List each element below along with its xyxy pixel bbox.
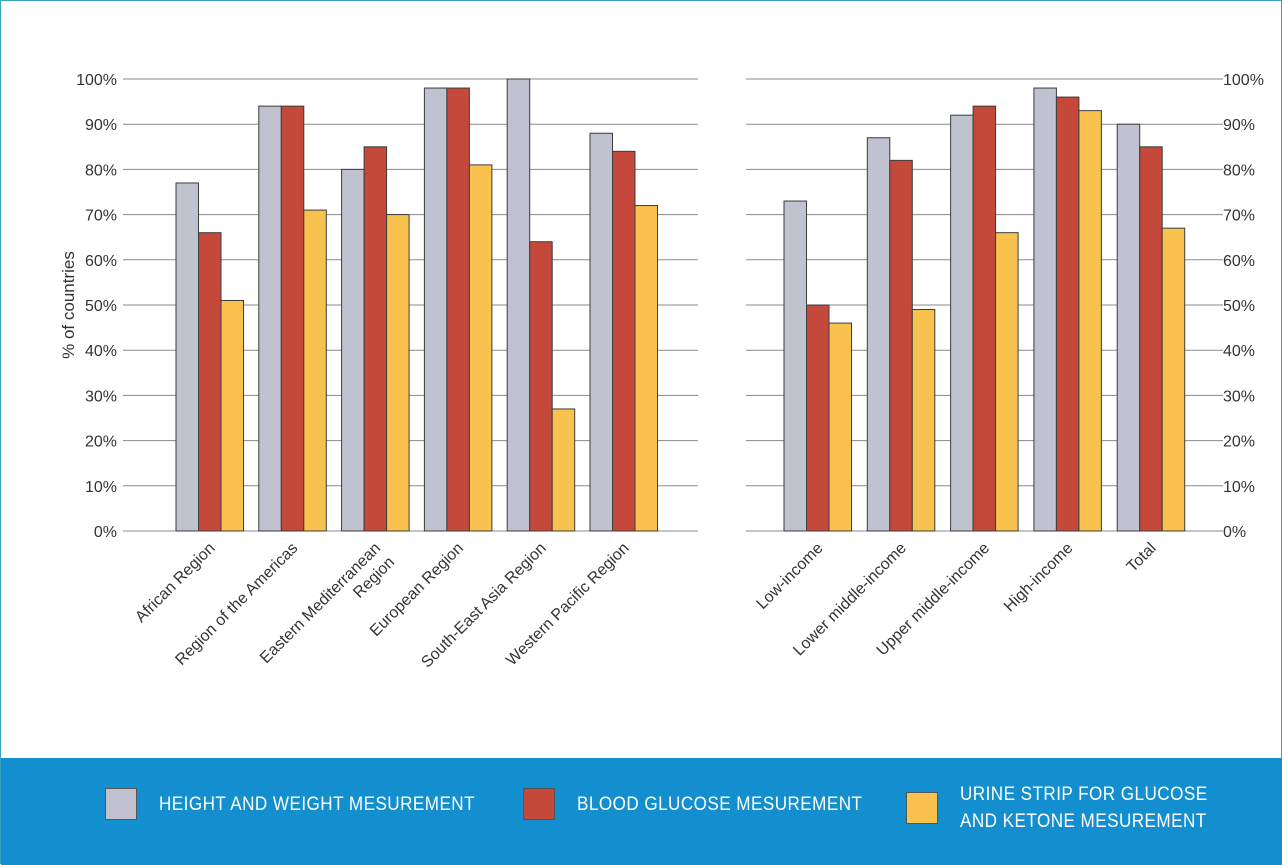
legend-label-line: Blood glucose mesurement xyxy=(577,793,863,815)
bar xyxy=(280,105,305,532)
legend-item-height-weight: Height and weight mesurement xyxy=(105,788,510,820)
bar xyxy=(1055,96,1080,532)
legend-swatch-blood-glucose xyxy=(523,788,555,820)
legend-swatch-urine-strip xyxy=(906,792,938,824)
bar xyxy=(589,132,613,532)
bar xyxy=(423,87,448,532)
y-tick-label: 100% xyxy=(1223,72,1264,89)
y-tick-label: 80% xyxy=(1223,162,1255,179)
y-tick-label: 50% xyxy=(1223,298,1255,315)
bar xyxy=(551,408,576,532)
y-tick-label: 30% xyxy=(1223,388,1255,405)
legend: Height and weight mesurement Blood gluco… xyxy=(1,758,1282,865)
bar xyxy=(634,205,658,532)
legend-label-height-weight: Height and weight mesurement xyxy=(159,791,475,818)
y-tick-label: 10% xyxy=(85,479,117,496)
y-tick-label: 0% xyxy=(94,524,117,541)
bar xyxy=(198,232,222,532)
legend-swatch-height-weight xyxy=(105,788,137,820)
y-tick-label: 70% xyxy=(1223,208,1255,225)
bar xyxy=(806,304,830,532)
bar xyxy=(446,87,470,532)
bar xyxy=(303,209,327,532)
bar xyxy=(506,78,531,532)
legend-label-line: Height and weight mesurement xyxy=(159,793,475,815)
y-tick-label: 10% xyxy=(1223,479,1255,496)
legend-item-blood-glucose: Blood glucose mesurement xyxy=(523,788,894,820)
bar xyxy=(1161,227,1186,532)
legend-label-line: and ketone mesurement xyxy=(960,811,1207,832)
y-tick-label: 40% xyxy=(85,343,117,360)
y-tick-label: 30% xyxy=(85,388,117,405)
bar xyxy=(1116,123,1141,532)
legend-label-blood-glucose: Blood glucose mesurement xyxy=(577,791,862,818)
bar xyxy=(828,322,852,532)
bar xyxy=(220,299,244,532)
bar xyxy=(612,150,636,532)
bar xyxy=(529,241,553,532)
bar xyxy=(995,232,1019,532)
y-tick-label: 80% xyxy=(85,162,117,179)
bar xyxy=(1078,110,1102,532)
y-tick-label: 20% xyxy=(1223,434,1255,451)
y-tick-label: 20% xyxy=(85,434,117,451)
bar xyxy=(175,182,199,532)
category-label: Total xyxy=(1124,540,1160,576)
bar xyxy=(866,137,891,532)
bar xyxy=(889,159,913,532)
bar xyxy=(386,214,410,532)
y-tick-label: 90% xyxy=(1223,117,1255,134)
bar xyxy=(1033,87,1057,532)
category-label: African Region xyxy=(132,540,218,626)
y-tick-label: 0% xyxy=(1223,524,1246,541)
legend-label-urine-strip: Urine strip for glucose and ketone mesur… xyxy=(960,781,1208,835)
category-label: Low-income xyxy=(754,540,827,613)
y-tick-label: 60% xyxy=(85,253,117,270)
legend-label-line: Urine strip for glucose xyxy=(960,784,1208,805)
y-tick-label: 90% xyxy=(85,117,117,134)
y-tick-label: 60% xyxy=(1223,253,1255,270)
y-tick-label: 50% xyxy=(85,298,117,315)
y-tick-label: 70% xyxy=(85,208,117,225)
chart-area: 0% 10% 20% 30% 40% 50% 60% 70% 80% 90% 100% % of co… xyxy=(59,72,1264,671)
bar xyxy=(1139,146,1163,532)
bar xyxy=(363,146,388,532)
bar xyxy=(911,309,936,532)
bar xyxy=(950,114,974,532)
bar xyxy=(468,164,493,532)
y-axis-label: % of countries xyxy=(59,251,78,359)
bar xyxy=(341,168,365,532)
legend-item-urine-strip: Urine strip for glucose and ketone mesur… xyxy=(906,781,1235,835)
y-tick-label: 100% xyxy=(76,72,117,89)
bar xyxy=(972,105,997,532)
category-label: High-income xyxy=(1001,540,1077,616)
bar xyxy=(783,200,807,532)
y-tick-label: 40% xyxy=(1223,343,1255,360)
bar xyxy=(258,105,282,532)
